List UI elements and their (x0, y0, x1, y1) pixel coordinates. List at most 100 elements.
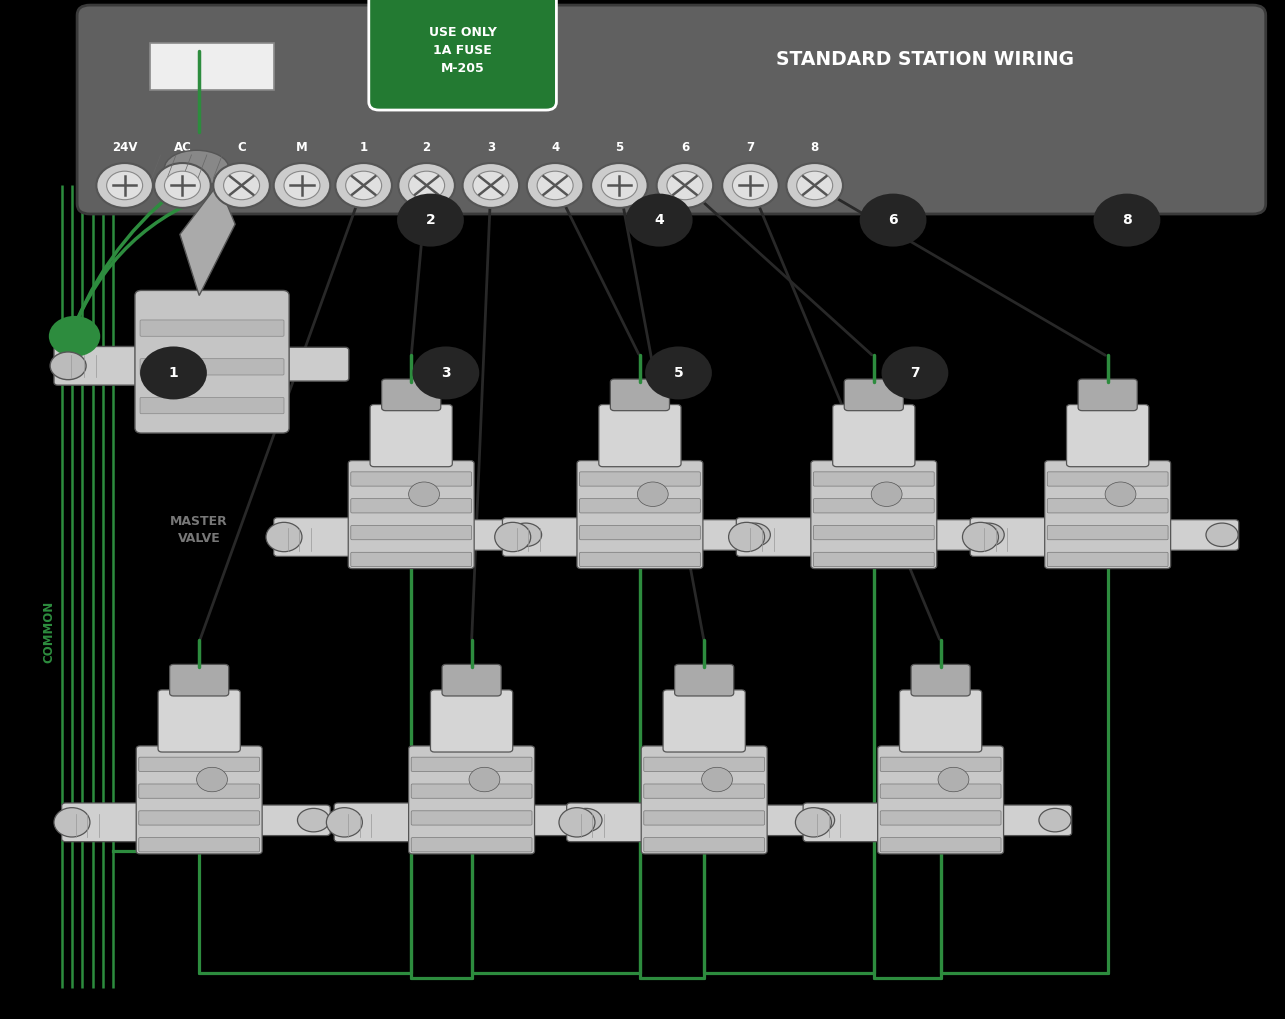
FancyBboxPatch shape (644, 757, 765, 771)
Ellipse shape (266, 523, 302, 551)
Text: 24V: 24V (112, 142, 137, 154)
FancyBboxPatch shape (833, 405, 915, 467)
Circle shape (537, 171, 573, 200)
FancyBboxPatch shape (644, 811, 765, 825)
FancyBboxPatch shape (140, 397, 284, 414)
FancyBboxPatch shape (880, 757, 1001, 771)
FancyBboxPatch shape (139, 757, 260, 771)
Circle shape (463, 163, 519, 208)
FancyBboxPatch shape (641, 746, 767, 854)
Circle shape (797, 171, 833, 200)
Ellipse shape (509, 523, 542, 546)
FancyBboxPatch shape (1047, 498, 1168, 513)
Circle shape (154, 163, 211, 208)
Text: 5: 5 (673, 366, 684, 380)
FancyBboxPatch shape (567, 803, 662, 842)
Circle shape (871, 482, 902, 506)
Ellipse shape (559, 808, 595, 837)
FancyBboxPatch shape (675, 664, 734, 696)
Text: STANDARD STATION WIRING: STANDARD STATION WIRING (776, 50, 1074, 68)
Ellipse shape (973, 523, 1005, 546)
Circle shape (469, 767, 500, 792)
FancyBboxPatch shape (899, 690, 982, 752)
Text: 4: 4 (654, 213, 664, 227)
FancyBboxPatch shape (970, 518, 1065, 556)
FancyBboxPatch shape (1150, 520, 1239, 550)
FancyBboxPatch shape (140, 359, 284, 375)
FancyBboxPatch shape (1047, 526, 1168, 540)
FancyBboxPatch shape (1067, 405, 1149, 467)
Bar (150, 43, 274, 90)
FancyBboxPatch shape (1047, 552, 1168, 567)
Circle shape (722, 163, 779, 208)
FancyBboxPatch shape (580, 526, 700, 540)
Circle shape (667, 171, 703, 200)
Circle shape (197, 767, 227, 792)
FancyBboxPatch shape (803, 803, 898, 842)
Bar (251, 48, 274, 85)
FancyBboxPatch shape (1078, 379, 1137, 411)
FancyBboxPatch shape (351, 498, 472, 513)
Text: 4: 4 (551, 142, 559, 154)
Text: C: C (238, 142, 245, 154)
FancyBboxPatch shape (880, 838, 1001, 852)
FancyBboxPatch shape (580, 552, 700, 567)
FancyBboxPatch shape (610, 379, 669, 411)
FancyBboxPatch shape (880, 811, 1001, 825)
FancyBboxPatch shape (411, 757, 532, 771)
FancyBboxPatch shape (811, 461, 937, 569)
Text: COMMON: COMMON (42, 600, 55, 663)
Text: 7: 7 (910, 366, 920, 380)
Circle shape (882, 346, 948, 399)
Text: 5: 5 (616, 142, 623, 154)
Circle shape (1094, 194, 1160, 247)
Circle shape (732, 171, 768, 200)
FancyBboxPatch shape (502, 518, 598, 556)
Circle shape (96, 163, 153, 208)
Text: 8: 8 (811, 142, 819, 154)
Text: 6: 6 (681, 142, 689, 154)
FancyBboxPatch shape (813, 552, 934, 567)
Circle shape (626, 194, 693, 247)
FancyBboxPatch shape (369, 0, 556, 110)
Circle shape (938, 767, 969, 792)
Ellipse shape (54, 808, 90, 837)
FancyBboxPatch shape (430, 690, 513, 752)
FancyBboxPatch shape (62, 803, 157, 842)
Text: 2: 2 (425, 213, 436, 227)
FancyBboxPatch shape (911, 664, 970, 696)
FancyBboxPatch shape (454, 520, 542, 550)
Circle shape (164, 171, 200, 200)
FancyBboxPatch shape (348, 461, 474, 569)
FancyBboxPatch shape (644, 838, 765, 852)
Bar (150, 48, 173, 85)
Circle shape (637, 482, 668, 506)
FancyBboxPatch shape (1047, 472, 1168, 486)
Circle shape (398, 163, 455, 208)
FancyBboxPatch shape (351, 552, 472, 567)
Circle shape (645, 346, 712, 399)
FancyBboxPatch shape (351, 472, 472, 486)
FancyBboxPatch shape (77, 5, 1266, 214)
Text: M: M (296, 142, 308, 154)
FancyBboxPatch shape (334, 803, 429, 842)
FancyBboxPatch shape (813, 472, 934, 486)
Ellipse shape (50, 352, 86, 380)
FancyBboxPatch shape (351, 526, 472, 540)
Circle shape (412, 346, 479, 399)
Circle shape (409, 171, 445, 200)
FancyBboxPatch shape (916, 520, 1005, 550)
Text: 6: 6 (888, 213, 898, 227)
Circle shape (335, 163, 392, 208)
FancyBboxPatch shape (382, 379, 441, 411)
Text: 1: 1 (360, 142, 368, 154)
FancyBboxPatch shape (139, 838, 260, 852)
Circle shape (346, 171, 382, 200)
FancyBboxPatch shape (158, 690, 240, 752)
Text: 8: 8 (1122, 213, 1132, 227)
Circle shape (140, 346, 207, 399)
FancyBboxPatch shape (139, 784, 260, 798)
FancyBboxPatch shape (983, 805, 1072, 836)
Circle shape (284, 171, 320, 200)
Circle shape (601, 171, 637, 200)
